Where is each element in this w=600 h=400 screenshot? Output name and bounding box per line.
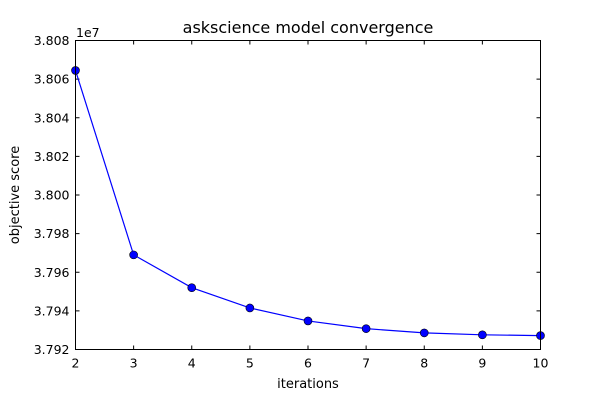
chart-title: askscience model convergence [183, 18, 434, 37]
axis-ticks: 2 3 4 5 6 7 8 9 10 3.792 3.794 3.796 3.798 3.800 3.802… [34, 33, 549, 371]
y-tick-label: 3.808 [34, 33, 70, 48]
x-tick-label: 10 [533, 356, 549, 371]
x-tick-label: 6 [304, 356, 312, 371]
data-point [478, 330, 487, 340]
y-tick-label: 3.802 [34, 149, 70, 164]
data-point [361, 324, 371, 333]
y-tick-label: 3.806 [34, 72, 70, 87]
x-axis-label: iterations [277, 377, 339, 392]
y-tick-label: 3.796 [34, 265, 70, 280]
x-tick-label: 8 [420, 356, 428, 371]
y-tick-label: 3.800 [34, 188, 70, 203]
plot-frame [75, 40, 541, 350]
y-offset-label: 1e7 [76, 25, 100, 40]
data-point [187, 283, 197, 293]
y-tick-label: 3.804 [34, 110, 70, 125]
x-tick-label: 5 [246, 356, 254, 371]
x-tick-label: 4 [188, 356, 196, 371]
y-tick-label: 3.798 [34, 226, 70, 241]
y-tick-label: 3.794 [34, 303, 70, 318]
data-point [419, 328, 429, 338]
x-tick-label: 9 [478, 356, 486, 371]
series-group [71, 66, 545, 340]
x-tick-label: 7 [362, 356, 370, 371]
data-point [245, 303, 255, 313]
y-tick-label: 3.792 [34, 342, 70, 357]
data-point [129, 250, 138, 260]
series-line [74, 70, 541, 337]
y-axis-label: objective score [8, 146, 23, 244]
x-tick-label: 3 [130, 356, 138, 371]
data-point [303, 316, 313, 326]
x-tick-label: 2 [72, 356, 80, 371]
